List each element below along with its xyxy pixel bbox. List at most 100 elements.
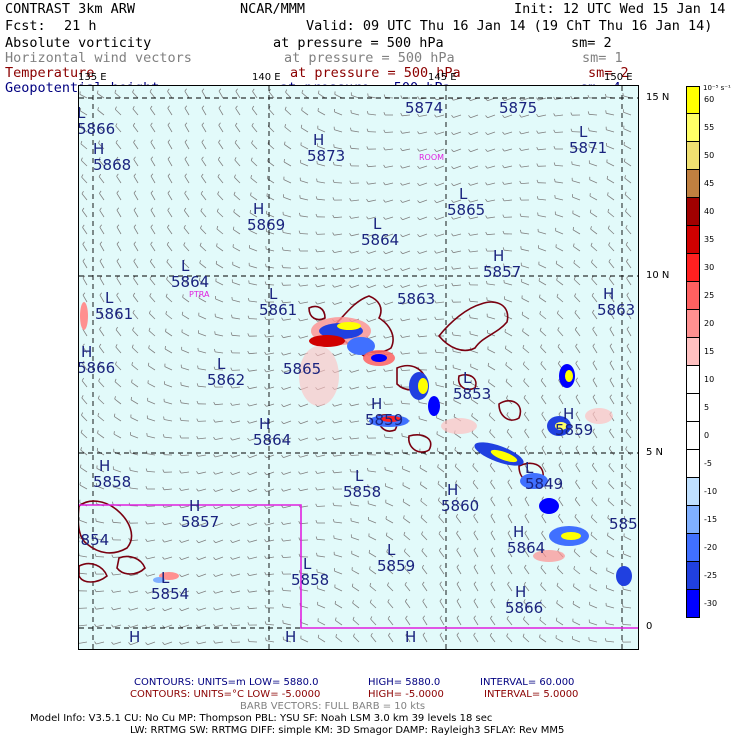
colorbar-tick-label: -30: [704, 599, 718, 608]
center-label: 5851: [609, 515, 638, 533]
center-label: H 5859: [365, 395, 404, 429]
center-label: H 5873: [307, 131, 346, 165]
colorbar-segment: [686, 198, 700, 226]
colorbar-tick-label: 5: [704, 403, 710, 412]
contours-temp-prefix: CONTOURS: UNITS=°C LOW= -5.0000: [130, 689, 321, 700]
center-label: L 5858: [291, 555, 330, 589]
center-label: L 5861: [95, 289, 134, 323]
colorbar-tick-label: 60: [704, 95, 715, 104]
colorbar-segment: [686, 534, 700, 562]
colorbar-tick-label: 25: [704, 291, 715, 300]
lat-label-5: 5 N: [646, 447, 664, 458]
model-info-line2: LW: RRTMG SW: RRTMG DIFF: simple KM: 3D …: [130, 725, 565, 736]
center-label: H 5859: [555, 405, 594, 439]
center-label: H 5858: [93, 457, 132, 491]
colorbar-tick-label: 30: [704, 263, 715, 272]
colorbar-tick-label: 40: [704, 207, 715, 216]
field-sm-wind: sm= 1: [582, 50, 623, 66]
fcst-value: 21 h: [64, 18, 97, 34]
center-label: H 5866: [78, 343, 116, 377]
colorbar-segment: [686, 282, 700, 310]
colorbar-tick-label: 0: [704, 431, 710, 440]
contours-height-high: HIGH= 5880.0: [368, 677, 441, 688]
colorbar-segment: [686, 478, 700, 506]
lon-label-140: 140 E: [252, 72, 281, 83]
colorbar-segment: [686, 366, 700, 394]
field-sm-temperature: sm= 2: [588, 65, 629, 81]
nest-domain-box: [79, 504, 638, 629]
colorbar-tick-label: 35: [704, 235, 715, 244]
valid-time: Valid: 09 UTC Thu 16 Jan 14 (19 ChT Thu …: [306, 18, 713, 34]
center-label: L 5865: [447, 185, 486, 219]
center-label: 5865: [283, 360, 322, 378]
barb-info: BARB VECTORS: FULL BARB = 10 kts: [240, 701, 426, 712]
center-label: L5866: [78, 105, 116, 138]
lon-label-150: 150 E: [604, 72, 633, 83]
center-label: H 5864: [253, 415, 292, 449]
center-label: H 5868: [93, 140, 132, 174]
colorbar-segment: [686, 170, 700, 198]
station-room: ROOM: [419, 153, 445, 162]
center-label: H 5869: [247, 200, 286, 234]
center-label: L 5849: [525, 459, 564, 493]
init-time: Init: 12 UTC Wed 15 Jan 14: [514, 1, 726, 17]
colorbar-segment: [686, 226, 700, 254]
center-label: H: [285, 628, 297, 646]
colorbar-segment: [686, 310, 700, 338]
center-label: H: [405, 628, 417, 646]
center-label: 5863: [397, 290, 436, 308]
center-label: L 5871: [569, 123, 608, 157]
center-label: H: [129, 628, 141, 646]
lat-label-0: 0: [646, 621, 653, 632]
colorbar-unit: 10⁻⁵ s⁻¹: [703, 84, 731, 92]
center-label: H 5857: [483, 247, 522, 281]
lat-lon-grid: [79, 86, 638, 649]
colorbar-segment: [686, 338, 700, 366]
contours-temp-interval: INTERVAL= 5.0000: [484, 689, 579, 700]
vorticity-colorbar: [686, 86, 700, 618]
center-label: L 5861: [259, 285, 298, 319]
colorbar-tick-label: 15: [704, 347, 715, 356]
center-label: L 5858: [343, 467, 382, 501]
colorbar-segment: [686, 562, 700, 590]
field-name-vorticity: Absolute vorticity: [5, 35, 152, 51]
station-ptra: PTRA: [189, 290, 210, 299]
center-label: L 5864: [361, 215, 400, 249]
fcst-label: Fcst:: [5, 18, 46, 34]
colorbar-tick-label: -5: [704, 459, 712, 468]
org-name: NCAR/MMM: [240, 1, 306, 17]
colorbar-segment: [686, 422, 700, 450]
contours-temp-high: HIGH= -5.0000: [368, 689, 444, 700]
field-level-wind: at pressure = 500 hPa: [284, 50, 455, 66]
colorbar-tick-label: 50: [704, 151, 715, 160]
center-label: H 5866: [505, 583, 544, 617]
center-label: L 5864: [171, 257, 210, 291]
colorbar-segment: [686, 394, 700, 422]
map-canvas: [79, 86, 638, 649]
field-sm-vorticity: sm= 2: [571, 35, 612, 51]
center-label: 5875: [499, 99, 538, 117]
colorbar-segment: [686, 450, 700, 478]
colorbar-tick-label: 20: [704, 319, 715, 328]
colorbar-tick-label: -25: [704, 571, 718, 580]
colorbar-segment: [686, 114, 700, 142]
center-label: H 5857: [181, 497, 220, 531]
center-label: H 5860: [441, 481, 480, 515]
colorbar-tick-label: 10: [704, 375, 715, 384]
lat-label-15: 15 N: [646, 92, 670, 103]
center-label: L 5862: [207, 355, 246, 389]
colorbar-tick-label: -20: [704, 543, 718, 552]
colorbar-segment: [686, 590, 700, 618]
center-label: H 5864: [507, 523, 546, 557]
model-name: CONTRAST 3km ARW: [5, 1, 136, 17]
colorbar-segment: [686, 506, 700, 534]
colorbar-tick-label: -15: [704, 515, 718, 524]
center-label: H 5863: [597, 285, 636, 319]
colorbar-tick-label: -10: [704, 487, 718, 496]
colorbar-tick-label: 55: [704, 123, 715, 132]
colorbar-segment: [686, 254, 700, 282]
lon-label-145: 145 E: [428, 72, 457, 83]
field-level-vorticity: at pressure = 500 hPa: [273, 35, 444, 51]
model-info-line1: Model Info: V3.5.1 CU: No Cu MP: Thompso…: [30, 713, 493, 724]
